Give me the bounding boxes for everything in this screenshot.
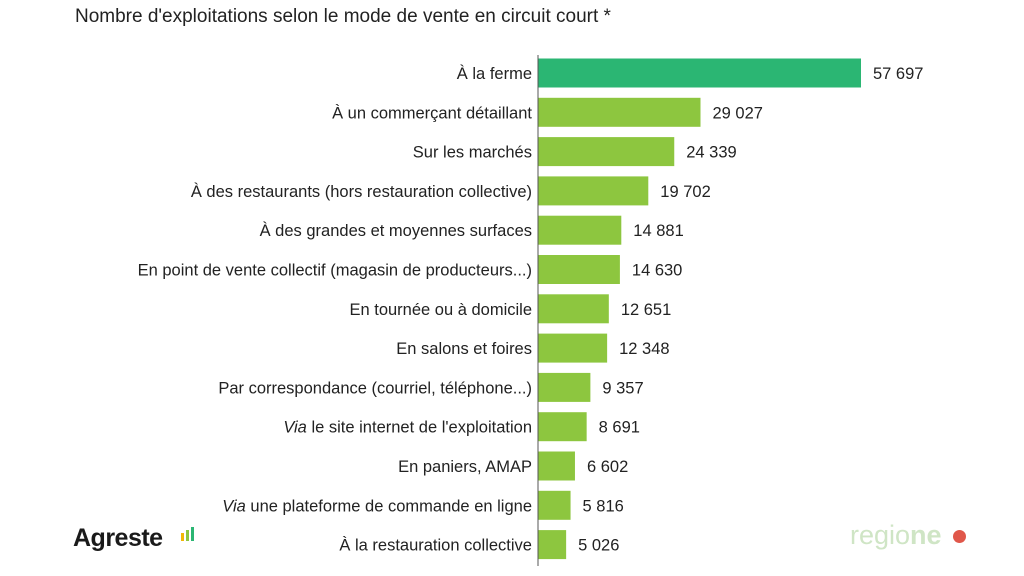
value-label: 6 602 [587, 458, 628, 476]
category-label: À des restaurants (hors restauration col… [191, 182, 532, 201]
value-label: 14 630 [632, 262, 682, 280]
bar [538, 333, 608, 363]
value-label: 29 027 [712, 104, 762, 122]
category-label: En tournée ou à domicile [349, 301, 532, 319]
bar [538, 58, 861, 88]
category-label: À un commerçant détaillant [332, 103, 532, 122]
value-label: 5 026 [578, 537, 619, 555]
regioneo-logo: regione [850, 520, 942, 550]
category-label: Via le site internet de l'exploitation [283, 419, 532, 437]
regioneo-logo-dot-icon [953, 530, 966, 543]
bar [538, 255, 620, 284]
bar [538, 294, 609, 324]
value-label: 19 702 [660, 183, 710, 201]
bar [538, 137, 675, 167]
bar [538, 490, 571, 520]
category-label: Sur les marchés [413, 144, 532, 162]
value-label: 5 816 [583, 497, 624, 515]
value-label: 24 339 [686, 144, 736, 162]
category-label: En paniers, AMAP [398, 458, 532, 476]
category-label: À la restauration collective [339, 536, 532, 555]
agreste-logo: Agreste [73, 524, 163, 552]
category-label: Via une plateforme de commande en ligne [222, 497, 532, 515]
bar [538, 97, 701, 127]
chart-title: Nombre d'exploitations selon le mode de … [75, 6, 611, 27]
category-label: Par correspondance (courriel, téléphone.… [218, 379, 532, 397]
value-label: 9 357 [602, 379, 643, 397]
value-label: 8 691 [599, 419, 640, 437]
value-label: 14 881 [633, 222, 683, 240]
bar [538, 176, 649, 206]
bar [538, 451, 575, 481]
value-label: 12 348 [619, 340, 669, 358]
agreste-logo-bars-icon [181, 527, 194, 541]
value-label: 12 651 [621, 301, 671, 319]
category-label: En point de vente collectif (magasin de … [138, 262, 532, 280]
bar [538, 372, 591, 402]
bar [538, 412, 587, 442]
category-label: À la ferme [457, 64, 532, 83]
category-label: À des grandes et moyennes surfaces [260, 221, 532, 240]
bar [538, 530, 567, 560]
bar [538, 215, 622, 245]
category-label: En salons et foires [396, 340, 532, 358]
value-label: 57 697 [873, 65, 923, 83]
